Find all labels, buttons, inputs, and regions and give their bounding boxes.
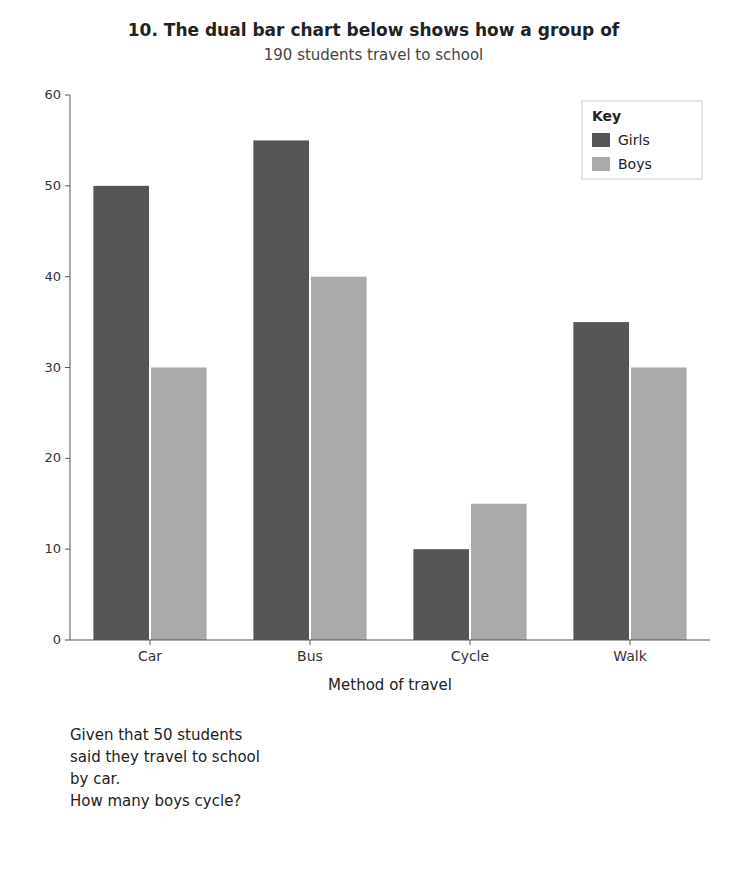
annotation: by car. bbox=[70, 770, 120, 788]
legend-swatch bbox=[592, 157, 610, 171]
legend-swatch bbox=[592, 133, 610, 147]
y-tick bbox=[65, 276, 70, 277]
legend: Key Girls Boys bbox=[582, 101, 702, 179]
x-tick bbox=[150, 640, 151, 645]
annotation: Given that 50 students bbox=[70, 726, 243, 744]
annotation: How many boys cycle? bbox=[70, 792, 241, 810]
y-tick bbox=[65, 95, 70, 96]
bar bbox=[573, 322, 629, 640]
bar bbox=[253, 140, 309, 640]
bars bbox=[93, 140, 686, 640]
y-tick-label: 30 bbox=[44, 360, 61, 375]
title: 10. The dual bar chart below shows how a… bbox=[128, 20, 620, 40]
y-tick bbox=[65, 458, 70, 459]
y-tick bbox=[65, 185, 70, 186]
y-axis: 0 10 20 30 40 50 60 bbox=[44, 87, 70, 647]
y-tick-label: 20 bbox=[44, 450, 61, 465]
y-tick-label: 10 bbox=[44, 541, 61, 556]
annotation: said they travel to school bbox=[70, 748, 260, 766]
legend-title: Key bbox=[592, 108, 621, 124]
x-axis-label: Method of travel bbox=[328, 676, 452, 694]
x-axis: Car Bus Cycle Walk bbox=[70, 640, 710, 664]
x-tick-label: Car bbox=[138, 648, 162, 664]
subtitle: 190 students travel to school bbox=[264, 46, 484, 64]
y-tick-label: 50 bbox=[44, 178, 61, 193]
legend-label: Boys bbox=[618, 156, 652, 172]
y-tick bbox=[65, 549, 70, 550]
y-axis-line bbox=[70, 95, 71, 640]
bar bbox=[631, 368, 687, 641]
bar bbox=[151, 368, 207, 641]
x-tick bbox=[310, 640, 311, 645]
x-tick-label: Cycle bbox=[451, 648, 489, 664]
x-axis-line bbox=[70, 640, 710, 641]
legend-box bbox=[582, 101, 702, 179]
x-tick-label: Walk bbox=[613, 648, 647, 664]
bar bbox=[311, 277, 367, 640]
x-tick bbox=[630, 640, 631, 645]
legend-label: Girls bbox=[618, 132, 650, 148]
bar bbox=[93, 186, 149, 640]
chart: 10. The dual bar chart below shows how a… bbox=[0, 0, 747, 892]
y-tick-label: 0 bbox=[53, 632, 61, 647]
y-tick-label: 40 bbox=[44, 269, 61, 284]
x-tick bbox=[470, 640, 471, 645]
y-tick bbox=[65, 640, 70, 641]
annotations: Given that 50 students said they travel t… bbox=[70, 726, 260, 810]
x-tick-label: Bus bbox=[297, 648, 323, 664]
y-tick-label: 60 bbox=[44, 87, 61, 102]
bar bbox=[413, 549, 469, 640]
y-tick bbox=[65, 367, 70, 368]
bar bbox=[471, 504, 527, 640]
